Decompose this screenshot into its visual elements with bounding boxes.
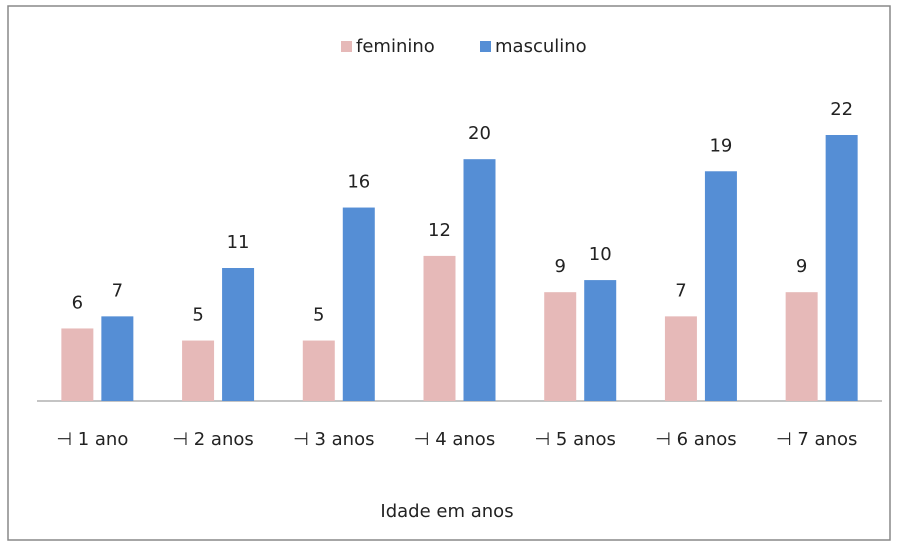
data-label: 11 bbox=[227, 232, 250, 253]
bar bbox=[544, 292, 577, 401]
legend-swatch bbox=[341, 41, 352, 52]
x-tick-label: ⊣ 6 anos bbox=[655, 429, 736, 450]
bar bbox=[182, 340, 215, 401]
bar bbox=[302, 340, 335, 401]
bar bbox=[342, 207, 375, 401]
x-tick-label: ⊣ 7 anos bbox=[776, 429, 857, 450]
data-label: 10 bbox=[589, 244, 612, 265]
data-label: 7 bbox=[112, 280, 123, 301]
legend-label: feminino bbox=[356, 36, 435, 57]
x-tick-label: ⊣ 3 anos bbox=[293, 429, 374, 450]
data-label: 12 bbox=[428, 220, 451, 241]
bar bbox=[664, 316, 697, 401]
bar bbox=[423, 255, 456, 401]
bar bbox=[61, 328, 94, 401]
data-label: 9 bbox=[554, 256, 565, 277]
bar bbox=[825, 135, 858, 401]
x-tick-label: ⊣ 4 anos bbox=[414, 429, 495, 450]
legend-swatch bbox=[480, 41, 491, 52]
x-tick-label: ⊣ 2 anos bbox=[172, 429, 253, 450]
bar bbox=[101, 316, 134, 401]
bar bbox=[222, 268, 255, 401]
data-label: 22 bbox=[830, 99, 853, 120]
bar bbox=[785, 292, 818, 401]
legend-label: masculino bbox=[495, 36, 587, 57]
x-tick-label: ⊣ 5 anos bbox=[535, 429, 616, 450]
x-axis-title: Idade em anos bbox=[380, 501, 513, 522]
data-label: 9 bbox=[796, 256, 807, 277]
data-label: 19 bbox=[709, 135, 732, 156]
bar bbox=[463, 159, 496, 401]
data-label: 20 bbox=[468, 123, 491, 144]
bar bbox=[704, 171, 737, 401]
data-label: 16 bbox=[347, 172, 370, 193]
bar bbox=[584, 280, 617, 401]
x-tick-label: ⊣ 1 ano bbox=[56, 429, 128, 450]
data-label: 5 bbox=[192, 305, 203, 326]
data-label: 6 bbox=[72, 292, 83, 313]
data-label: 5 bbox=[313, 305, 324, 326]
data-label: 7 bbox=[675, 280, 686, 301]
